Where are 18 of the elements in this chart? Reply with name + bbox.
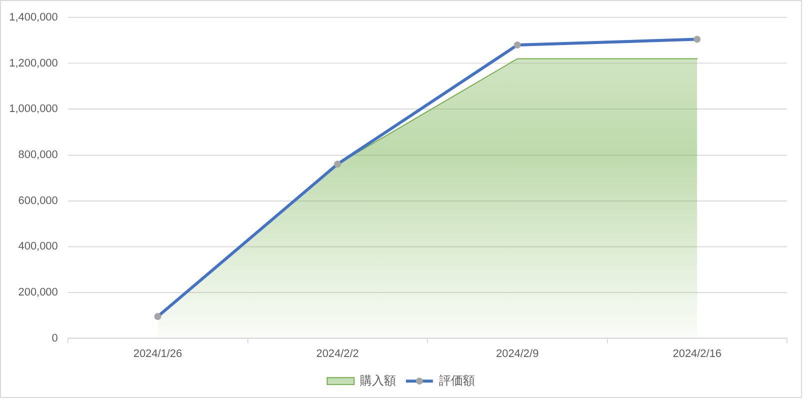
y-tick-label: 600,000 <box>18 194 58 207</box>
x-tick-label: 2024/2/16 <box>672 348 722 360</box>
y-tick-label: 1,000,000 <box>9 103 58 116</box>
y-tick-label: 200,000 <box>18 286 58 298</box>
y-tick-label: 1,400,000 <box>9 12 58 24</box>
x-tick-label: 2024/1/26 <box>133 348 182 360</box>
legend-label: 評価額 <box>438 373 475 388</box>
x-tick-label: 2024/2/9 <box>496 348 539 360</box>
y-tick-label: 400,000 <box>18 240 58 253</box>
x-tick-label: 2024/2/2 <box>316 348 359 360</box>
legend-label: 購入額 <box>360 373 396 388</box>
point <box>694 36 701 43</box>
point <box>514 42 521 48</box>
y-tick-label: 0 <box>52 332 58 344</box>
point <box>154 313 162 320</box>
y-tick-label: 800,000 <box>18 149 58 162</box>
y-tick-label: 1,200,000 <box>9 57 58 70</box>
point <box>334 160 342 168</box>
